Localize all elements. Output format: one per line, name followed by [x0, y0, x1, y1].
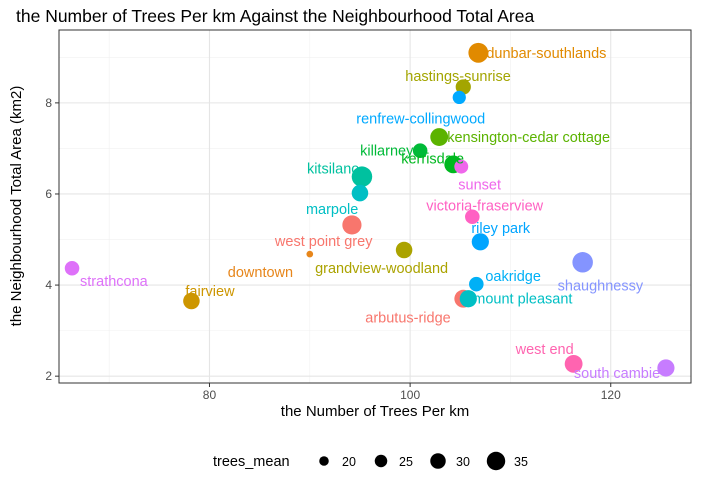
point-label: killarney	[360, 144, 414, 160]
y-tick-label: 6	[45, 187, 52, 201]
point-label: renfrew-collingwood	[356, 111, 485, 127]
y-tick-label: 4	[45, 278, 52, 292]
point-label: grandview-woodland	[315, 261, 448, 277]
data-point	[306, 250, 314, 258]
data-point	[351, 166, 373, 187]
legend-key	[486, 451, 506, 471]
data-point	[412, 143, 428, 158]
x-tick-label: 100	[400, 388, 420, 402]
x-tick-label: 80	[203, 388, 217, 402]
point-label: downtown	[228, 265, 293, 281]
legend-key	[319, 456, 329, 466]
data-point	[468, 42, 489, 63]
y-tick-label: 8	[45, 96, 52, 110]
data-point	[342, 215, 362, 235]
legend-label: 20	[342, 455, 356, 469]
point-label: marpole	[306, 202, 358, 218]
x-tick-label: 120	[601, 388, 621, 402]
data-points	[64, 42, 675, 377]
point-label: oakridge	[485, 269, 541, 285]
point-label: hastings-sunrise	[405, 69, 511, 85]
legend-key	[374, 454, 388, 468]
point-labels: dunbar-southlands hastings-sunrise renfrew…	[80, 46, 660, 382]
size-legend: trees_mean 20 25 30 35	[213, 451, 528, 471]
y-tick-label: 2	[45, 369, 52, 383]
axes: 80 100 120 2 4 6 8	[45, 29, 692, 402]
data-point	[452, 90, 466, 105]
gridlines	[59, 30, 691, 383]
point-label: victoria-fraserview	[426, 199, 543, 215]
data-point	[183, 292, 200, 310]
point-label: strathcona	[80, 274, 149, 290]
legend-title: trees_mean	[213, 454, 290, 470]
point-label: mount pleasant	[473, 292, 572, 308]
data-point	[64, 260, 80, 276]
chart-title: the Number of Trees Per km Against the N…	[16, 6, 534, 26]
y-axis-label: the Neighbourhood Total Area (km2)	[8, 86, 25, 327]
x-axis-label: the Number of Trees Per km	[281, 403, 469, 420]
point-label: dunbar-southlands	[486, 46, 606, 62]
data-point	[454, 159, 469, 174]
data-point	[465, 209, 480, 225]
plot-panel	[59, 30, 691, 383]
point-label: south cambie	[574, 366, 660, 382]
point-label: kitsilano	[307, 162, 359, 178]
point-label: riley park	[471, 221, 531, 237]
point-label: west end	[515, 342, 574, 358]
data-point	[469, 276, 484, 292]
point-label: arbutus-ridge	[365, 311, 450, 327]
data-point	[572, 252, 593, 273]
panel-border	[58, 29, 692, 384]
point-label: fairview	[185, 284, 235, 300]
legend-label: 25	[399, 455, 413, 469]
legend-label: 30	[456, 455, 470, 469]
point-label: kerrisdale	[401, 151, 464, 167]
data-point	[430, 128, 449, 146]
legend-label: 35	[514, 455, 528, 469]
point-label: west point grey	[274, 234, 373, 250]
data-point	[351, 184, 369, 202]
data-point	[471, 233, 489, 251]
data-point	[657, 359, 675, 377]
data-point	[564, 354, 583, 373]
point-label: kensington-cedar cottage	[447, 130, 610, 146]
data-point	[459, 290, 477, 308]
data-point	[455, 79, 471, 95]
data-point	[395, 241, 413, 259]
point-label: shaughnessy	[558, 278, 644, 294]
point-label: sunset	[458, 178, 501, 194]
legend-key	[430, 453, 446, 469]
